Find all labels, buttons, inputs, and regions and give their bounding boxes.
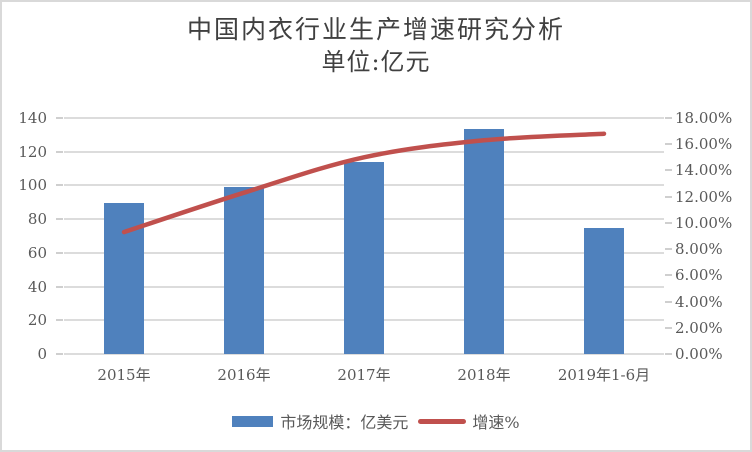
legend-item-market-size: 市场规模：亿美元 [232, 409, 408, 433]
right-axis-tick-label: 0.00% [675, 345, 723, 363]
left-axis-tick [56, 184, 63, 187]
left-axis-tick-label: 0 [37, 345, 47, 363]
right-axis-tick-label: 4.00% [675, 292, 723, 311]
right-axis-tick [665, 143, 672, 146]
gridline [64, 150, 664, 153]
bar-2016年 [224, 187, 264, 354]
right-axis-tick [665, 248, 672, 251]
bar-2018年 [464, 128, 504, 354]
left-axis-tick-label: 140 [18, 109, 47, 127]
x-axis-category-label: 2018年 [457, 366, 511, 384]
growth-line-path [121, 131, 607, 235]
gridline [64, 117, 664, 119]
x-axis-category-label: 2016年 [217, 366, 271, 384]
x-axis-category-label: 2015年 [97, 366, 151, 384]
left-axis-tick-label: 80 [27, 210, 47, 229]
right-axis-tick [665, 221, 672, 224]
right-axis-tick-label: 10.00% [675, 213, 733, 232]
growth-line-series [121, 131, 607, 235]
legend-line-swatch [418, 418, 467, 424]
left-axis-tick [56, 117, 63, 119]
chart-subtitle: 单位:亿元 [321, 47, 431, 76]
legend-bar-swatch [232, 415, 274, 427]
right-axis-tick-label: 14.00% [675, 161, 733, 180]
x-axis-category-label: 2017年 [337, 366, 391, 384]
left-axis-tick [56, 218, 63, 221]
left-axis-tick-label: 20 [27, 311, 47, 330]
right-axis-tick-label: 18.00% [675, 109, 733, 127]
x-axis-category-label: 2019年1-6月 [557, 366, 651, 384]
right-axis-tick-label: 6.00% [675, 266, 723, 285]
right-axis-tick [665, 117, 672, 119]
left-axis-tick-label: 60 [27, 243, 47, 262]
chart-title: 中国内衣行业生产增速研究分析 [186, 15, 565, 44]
gridline [64, 353, 664, 355]
legend-label: 市场规模：亿美元 [280, 413, 409, 432]
left-axis-tick-label: 120 [18, 142, 47, 161]
chart-title-block: 中国内衣行业生产增速研究分析 单位:亿元 [2, 14, 750, 78]
right-axis-tick-label: 12.00% [675, 187, 733, 206]
left-axis-tick [56, 285, 63, 288]
bar-2019年1-6月 [584, 227, 624, 354]
left-axis-tick [56, 319, 63, 322]
legend-item-growth-rate: 增速% [408, 409, 520, 433]
left-axis-tick-label: 100 [18, 176, 47, 195]
left-axis-tick [56, 251, 63, 254]
left-axis-tick-label: 40 [27, 277, 47, 296]
right-axis-tick [665, 300, 672, 303]
right-axis-tick [665, 274, 672, 277]
chart-legend: 市场规模：亿美元 增速% [2, 409, 750, 433]
bar-2017年 [344, 161, 384, 354]
right-axis-tick-label: 16.00% [675, 135, 733, 154]
right-axis-tick [665, 169, 672, 172]
right-axis-tick [665, 326, 672, 329]
left-axis-tick [56, 150, 63, 153]
right-axis-tick-label: 2.00% [675, 318, 723, 337]
right-axis-tick [665, 353, 672, 355]
left-axis-tick [56, 353, 63, 355]
legend-label: 增速% [472, 413, 520, 432]
right-axis-tick [665, 195, 672, 198]
plot-area [64, 117, 664, 355]
right-axis-tick-label: 8.00% [675, 240, 723, 259]
